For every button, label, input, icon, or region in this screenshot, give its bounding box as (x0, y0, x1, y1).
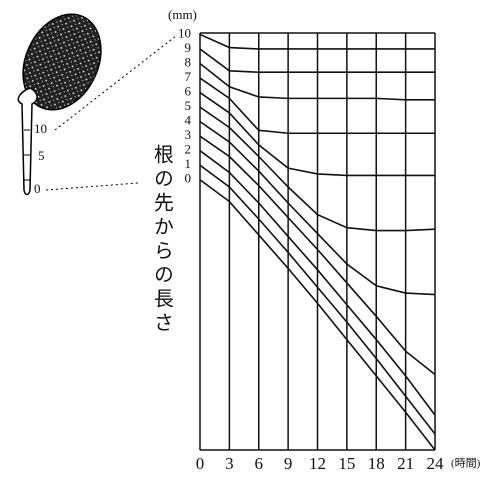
chart: 10 5 0 根の先からの長さ (mm) (時間) 03691215182124… (0, 0, 492, 477)
y-tick-label: 8 (185, 54, 192, 69)
y-tick-label: 1 (185, 156, 192, 171)
y-axis-label: 根の先からの長さ (150, 144, 173, 336)
x-tick-label: 6 (255, 454, 264, 473)
x-tick-label: 9 (284, 454, 293, 473)
y-tick-label: 9 (185, 40, 192, 55)
seed-scale-label: 0 (34, 181, 41, 196)
y-tick-label: 0 (185, 171, 192, 186)
y-unit-label: (mm) (168, 7, 197, 22)
y-tick-label: 5 (185, 98, 192, 113)
y-tick-label: 4 (185, 113, 192, 128)
seed-scale-label: 10 (34, 121, 47, 136)
x-tick-label: 24 (427, 454, 445, 473)
pointer-line (46, 183, 138, 190)
x-tick-label: 3 (225, 454, 234, 473)
x-tick-label: 12 (309, 454, 326, 473)
y-tick-label: 2 (185, 142, 192, 157)
y-tick-label: 7 (185, 69, 192, 84)
x-unit-label: (時間) (451, 457, 481, 470)
x-tick-label: 0 (196, 454, 205, 473)
x-tick-label: 18 (368, 454, 385, 473)
y-tick-label: 10 (178, 25, 191, 40)
x-tick-label: 15 (338, 454, 355, 473)
y-tick-label: 6 (185, 84, 192, 99)
y-tick-label: 3 (185, 127, 192, 142)
x-tick-label: 21 (397, 454, 414, 473)
seed-scale-label: 5 (38, 148, 45, 163)
